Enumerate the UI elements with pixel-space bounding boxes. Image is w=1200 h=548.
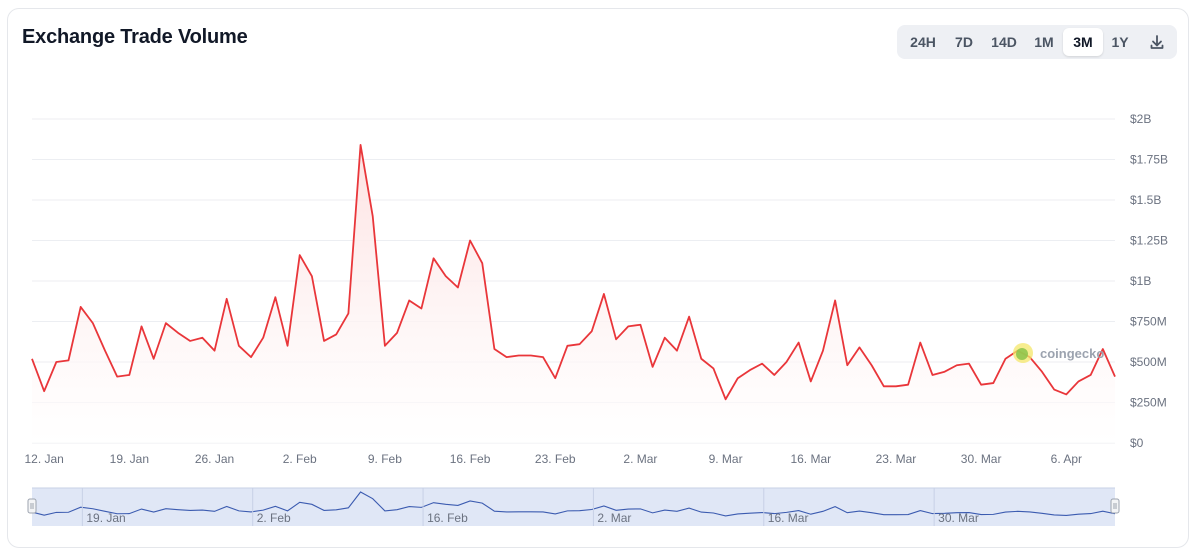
range-button-1m[interactable]: 1M — [1034, 34, 1054, 50]
x-tick-label: 30. Mar — [961, 452, 1002, 466]
range-button-14d[interactable]: 14D — [991, 34, 1017, 50]
x-tick-label: 16. Mar — [790, 452, 831, 466]
volume-line — [31, 144, 1116, 401]
navigator-tick-label: 2. Feb — [257, 511, 291, 525]
coingecko-watermark: coingecko — [1012, 341, 1104, 365]
chart-title: Exchange Trade Volume — [22, 26, 248, 48]
x-tick-label: 26. Jan — [195, 452, 234, 466]
download-icon — [1150, 35, 1164, 49]
time-range-selector: 24H 7D 14D 1M 3M 1Y — [897, 25, 1177, 59]
y-tick-label: $1.5B — [1130, 193, 1161, 207]
x-tick-label: 6. Apr — [1051, 452, 1082, 466]
range-button-7d[interactable]: 7D — [955, 34, 973, 50]
range-button-3m[interactable]: 3M — [1063, 28, 1103, 56]
x-tick-label: 12. Jan — [24, 452, 63, 466]
navigator-tick-label: 19. Jan — [86, 511, 125, 525]
x-tick-label: 9. Feb — [368, 452, 402, 466]
x-tick-label: 16. Feb — [450, 452, 491, 466]
x-tick-label: 23. Mar — [876, 452, 917, 466]
y-tick-label: $1B — [1130, 274, 1151, 288]
navigator-right-handle[interactable] — [1110, 498, 1120, 514]
navigator-left-handle[interactable] — [27, 498, 37, 514]
range-button-1y[interactable]: 1Y — [1111, 34, 1129, 50]
watermark-text: coingecko — [1040, 345, 1105, 361]
volume-area — [32, 144, 1115, 444]
navigator-tick-label: 16. Mar — [768, 511, 809, 525]
x-tick-label: 9. Mar — [709, 452, 743, 466]
chart-card — [7, 8, 1189, 548]
y-tick-label: $250M — [1130, 396, 1167, 410]
y-tick-label: $0 — [1130, 436, 1144, 450]
navigator-tick-label: 2. Mar — [597, 511, 631, 525]
y-tick-label: $1.75B — [1130, 153, 1168, 167]
x-tick-label: 2. Mar — [623, 452, 657, 466]
navigator-tick-label: 30. Mar — [938, 511, 979, 525]
navigator-tick-label: 16. Feb — [427, 511, 468, 525]
y-tick-label: $500M — [1130, 355, 1167, 369]
x-tick-label: 23. Feb — [535, 452, 576, 466]
x-tick-label: 19. Jan — [110, 452, 149, 466]
y-tick-label: $1.25B — [1130, 234, 1168, 248]
range-button-24h[interactable]: 24H — [910, 34, 936, 50]
y-tick-label: $2B — [1130, 112, 1151, 126]
coingecko-logo-icon — [1013, 343, 1033, 363]
download-button[interactable] — [1143, 28, 1171, 56]
exchange-volume-chart[interactable]: $0 $250M $500M $750M $1B $1.25B $1.5B $1.75B $2B… — [0, 0, 1200, 537]
y-tick-label: $750M — [1130, 315, 1167, 329]
x-tick-label: 2. Feb — [283, 452, 317, 466]
